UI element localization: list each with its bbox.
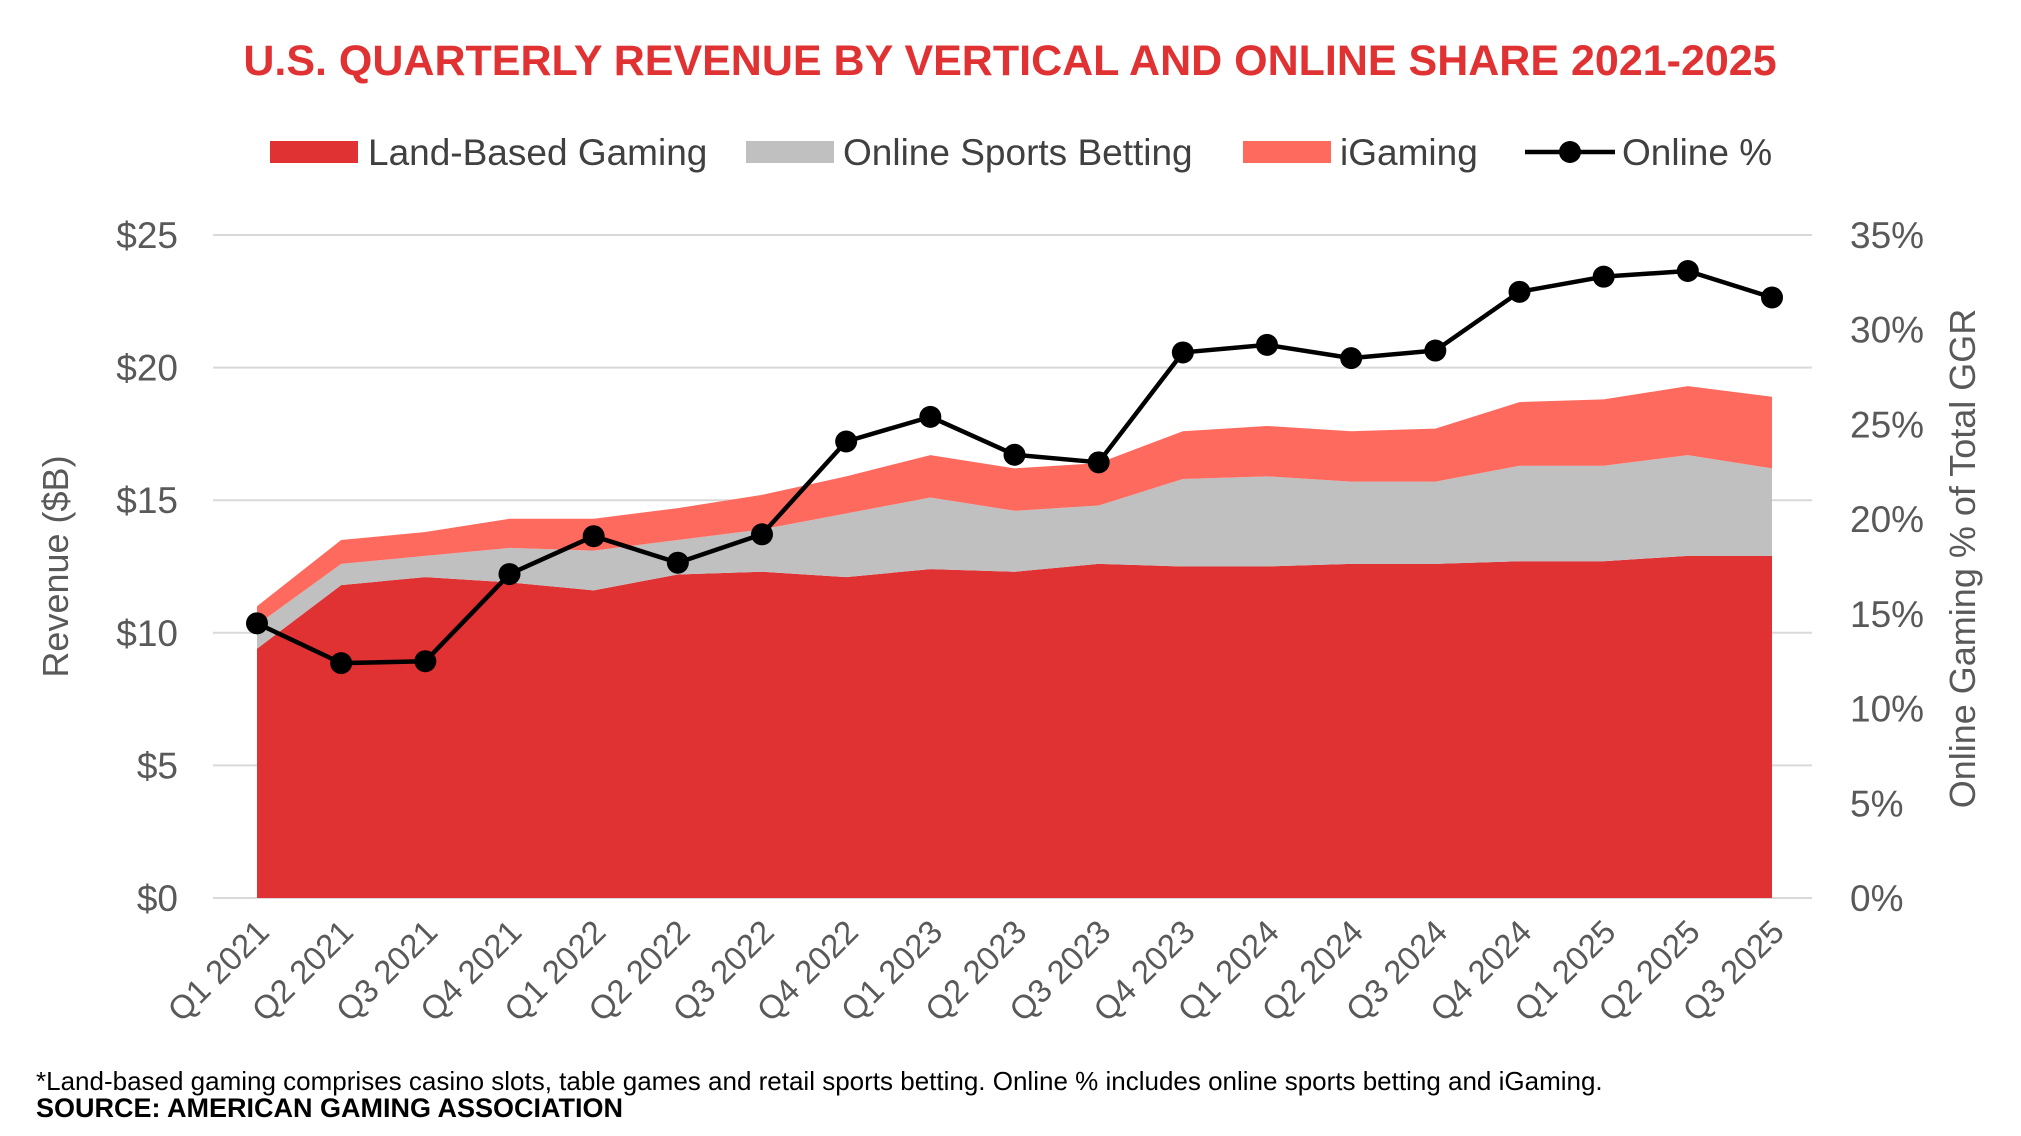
online-percent-point xyxy=(1592,265,1615,288)
y2-tick-label: 10% xyxy=(1850,689,1924,730)
online-percent-point xyxy=(1171,341,1194,364)
online-percent-point xyxy=(1003,443,1026,466)
legend-swatch xyxy=(270,141,358,163)
y2-tick-label: 15% xyxy=(1850,594,1924,635)
online-percent-line xyxy=(246,259,1783,675)
online-percent-point xyxy=(835,430,858,453)
online-percent-point xyxy=(414,650,437,673)
legend-label: iGaming xyxy=(1340,132,1478,173)
online-percent-point xyxy=(330,652,353,675)
online-percent-point xyxy=(1676,259,1699,282)
y-tick-label: $20 xyxy=(116,348,178,389)
online-percent-point xyxy=(1424,339,1447,362)
online-percent-point xyxy=(1256,333,1278,356)
y-tick-label: $25 xyxy=(116,215,178,256)
legend-swatch xyxy=(1243,141,1331,163)
legend-marker xyxy=(1559,141,1581,163)
chart-title: U.S. QUARTERLY REVENUE BY VERTICAL AND O… xyxy=(243,37,1776,85)
online-percent-point xyxy=(751,523,773,546)
y2-tick-label: 0% xyxy=(1850,878,1903,919)
y-tick-label: $0 xyxy=(137,878,178,919)
right-axis-title: Online Gaming % of Total GGR xyxy=(1942,309,1983,809)
footnote: *Land-based gaming comprises casino slot… xyxy=(36,1066,1603,1096)
online-percent-point xyxy=(1340,347,1363,370)
online-sports-betting-area xyxy=(257,455,1772,649)
online-percent-point xyxy=(246,612,268,635)
legend: Land-Based Gaming Online Sports Betting iG… xyxy=(270,132,1772,173)
online-percent-point xyxy=(1087,451,1110,474)
y2-tick-label: 30% xyxy=(1850,310,1924,351)
y-tick-label: $5 xyxy=(137,745,178,786)
stacked-areas xyxy=(257,386,1772,898)
y2-tick-label: 5% xyxy=(1850,783,1903,824)
legend-swatch xyxy=(746,141,834,163)
legend-label: Land-Based Gaming xyxy=(368,132,707,173)
right-axis-ticks: 0% 5% 10% 15% 20% 25% 30% 35% xyxy=(1850,215,1924,919)
online-percent-point xyxy=(919,405,942,428)
y2-tick-label: 25% xyxy=(1850,404,1924,445)
online-percent-point xyxy=(666,551,689,574)
source-note: SOURCE: AMERICAN GAMING ASSOCIATION xyxy=(36,1093,623,1123)
y-tick-label: $15 xyxy=(116,480,178,521)
y2-tick-label: 35% xyxy=(1850,215,1924,256)
y2-tick-label: 20% xyxy=(1850,499,1924,540)
online-percent-point xyxy=(1761,286,1783,309)
online-percent-point xyxy=(582,525,605,548)
online-percent-point xyxy=(1508,280,1531,303)
igaming-area xyxy=(257,386,1772,625)
y-tick-label: $10 xyxy=(116,613,178,654)
land-based-gaming-area xyxy=(257,555,1772,898)
left-axis-ticks: $0 $5 $10 $15 $20 $25 xyxy=(116,215,178,919)
online-percent-point xyxy=(498,563,521,586)
left-axis-title: Revenue ($B) xyxy=(35,455,76,677)
legend-label: Online % xyxy=(1622,132,1772,173)
legend-label: Online Sports Betting xyxy=(843,132,1193,173)
